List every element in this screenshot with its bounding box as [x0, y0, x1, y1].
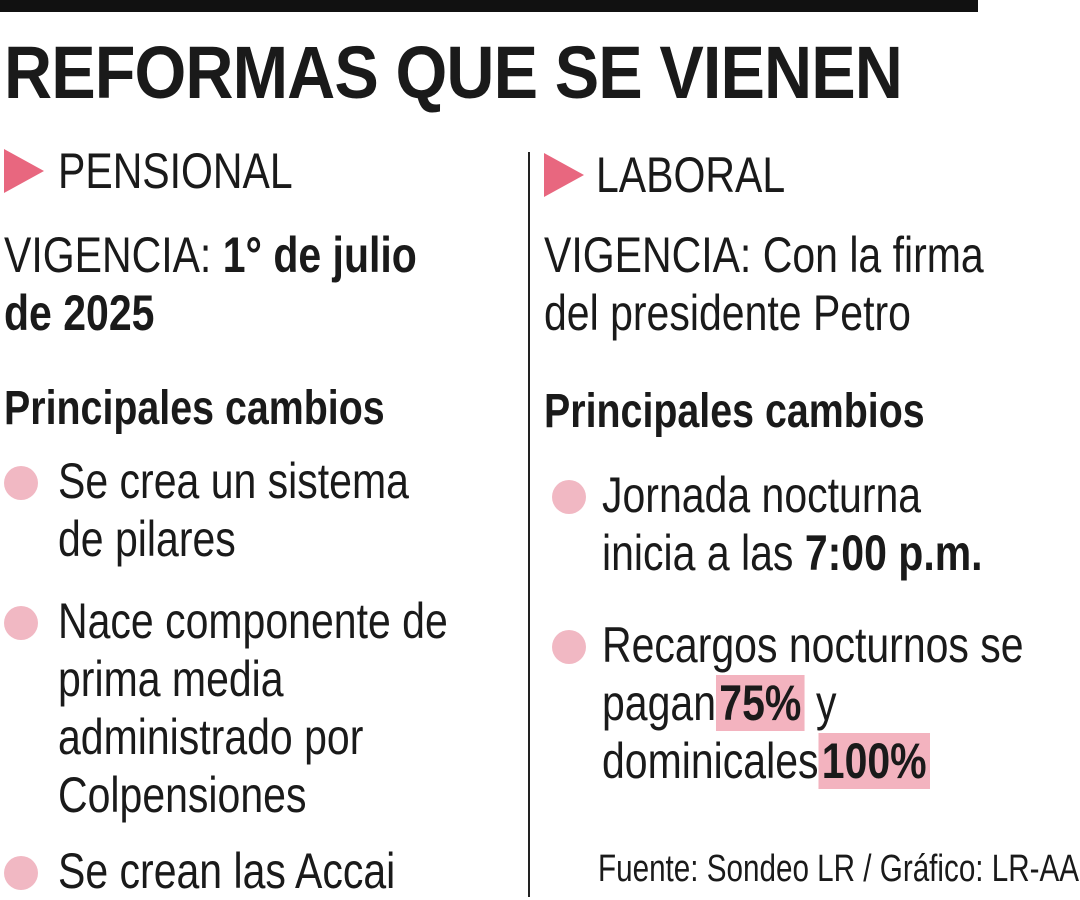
laboral-heading: LABORAL	[544, 150, 827, 200]
item-line: pagan75% y	[602, 674, 1024, 732]
item-line: administrado por	[58, 709, 364, 765]
laboral-item: Recargos nocturnos se pagan75% y dominic…	[552, 616, 1080, 790]
laboral-item-text: Recargos nocturnos se pagan75% y dominic…	[602, 616, 1024, 790]
pensional-vigencia-value-2: de 2025	[4, 285, 155, 341]
item-line: Se crean las Accai	[58, 843, 396, 899]
triangle-marker-icon	[544, 153, 584, 197]
source-credit: Fuente: Sondeo LR / Gráfico: LR-AA	[598, 848, 1080, 890]
triangle-marker-icon	[4, 149, 44, 193]
highlight-sunday-percent: 100%	[818, 733, 930, 789]
pensional-vigencia-label: VIGENCIA:	[4, 227, 212, 283]
pensional-cambios-heading: Principales cambios	[4, 382, 385, 435]
pensional-item: Se crea un sistema de pilares	[4, 452, 486, 568]
item-line: de pilares	[58, 511, 236, 567]
item-line: dominicales100%	[602, 732, 1024, 790]
pensional-vigencia: VIGENCIA: 1° de julio de 2025	[4, 226, 417, 342]
item-line: inicia a las 7:00 p.m.	[602, 524, 983, 582]
bullet-icon	[4, 466, 38, 500]
page-title: REFORMAS QUE SE VIENEN	[4, 31, 903, 114]
column-divider	[528, 152, 530, 897]
bullet-icon	[552, 480, 586, 514]
laboral-vigencia-line-1: VIGENCIA: Con la firma	[544, 227, 984, 283]
item-line: Colpensiones	[58, 767, 307, 823]
pensional-item-text: Se crea un sistema de pilares	[58, 452, 409, 568]
laboral-item: Jornada nocturna inicia a las 7:00 p.m.	[552, 466, 1066, 582]
highlight-night-percent: 75%	[716, 675, 805, 731]
night-start-time: 7:00 p.m.	[804, 525, 983, 581]
item-line-prefix: dominicales	[602, 733, 819, 789]
item-line: Se crea un sistema	[58, 453, 409, 509]
bullet-icon	[4, 856, 38, 890]
laboral-item-text: Jornada nocturna inicia a las 7:00 p.m.	[602, 466, 983, 582]
pensional-item: Nace componente de prima media administr…	[4, 592, 533, 824]
bullet-icon	[552, 630, 586, 664]
pensional-item-text: Se crean las Accai	[58, 842, 395, 900]
pensional-vigencia-value-1: 1° de julio	[222, 227, 417, 283]
bullet-icon	[4, 606, 38, 640]
pensional-heading-label: PENSIONAL	[58, 143, 293, 199]
item-line: Recargos nocturnos se	[602, 617, 1024, 673]
laboral-cambios-heading: Principales cambios	[544, 385, 925, 438]
top-rule	[0, 0, 978, 12]
pensional-heading: PENSIONAL	[4, 146, 344, 196]
item-line-prefix: pagan	[602, 675, 717, 731]
pensional-item-text: Nace componente de prima media administr…	[58, 592, 448, 824]
item-line: Nace componente de	[58, 593, 448, 649]
laboral-vigencia-line-2: del presidente Petro	[544, 285, 911, 341]
pensional-item: Se crean las Accai	[4, 842, 469, 900]
laboral-vigencia: VIGENCIA: Con la firma del presidente Pe…	[544, 226, 984, 342]
item-line-suffix: y	[804, 675, 837, 731]
item-line-prefix: inicia a las	[602, 525, 805, 581]
laboral-heading-label: LABORAL	[596, 147, 786, 203]
item-line: prima media	[58, 651, 284, 707]
item-line: Jornada nocturna	[602, 467, 922, 523]
